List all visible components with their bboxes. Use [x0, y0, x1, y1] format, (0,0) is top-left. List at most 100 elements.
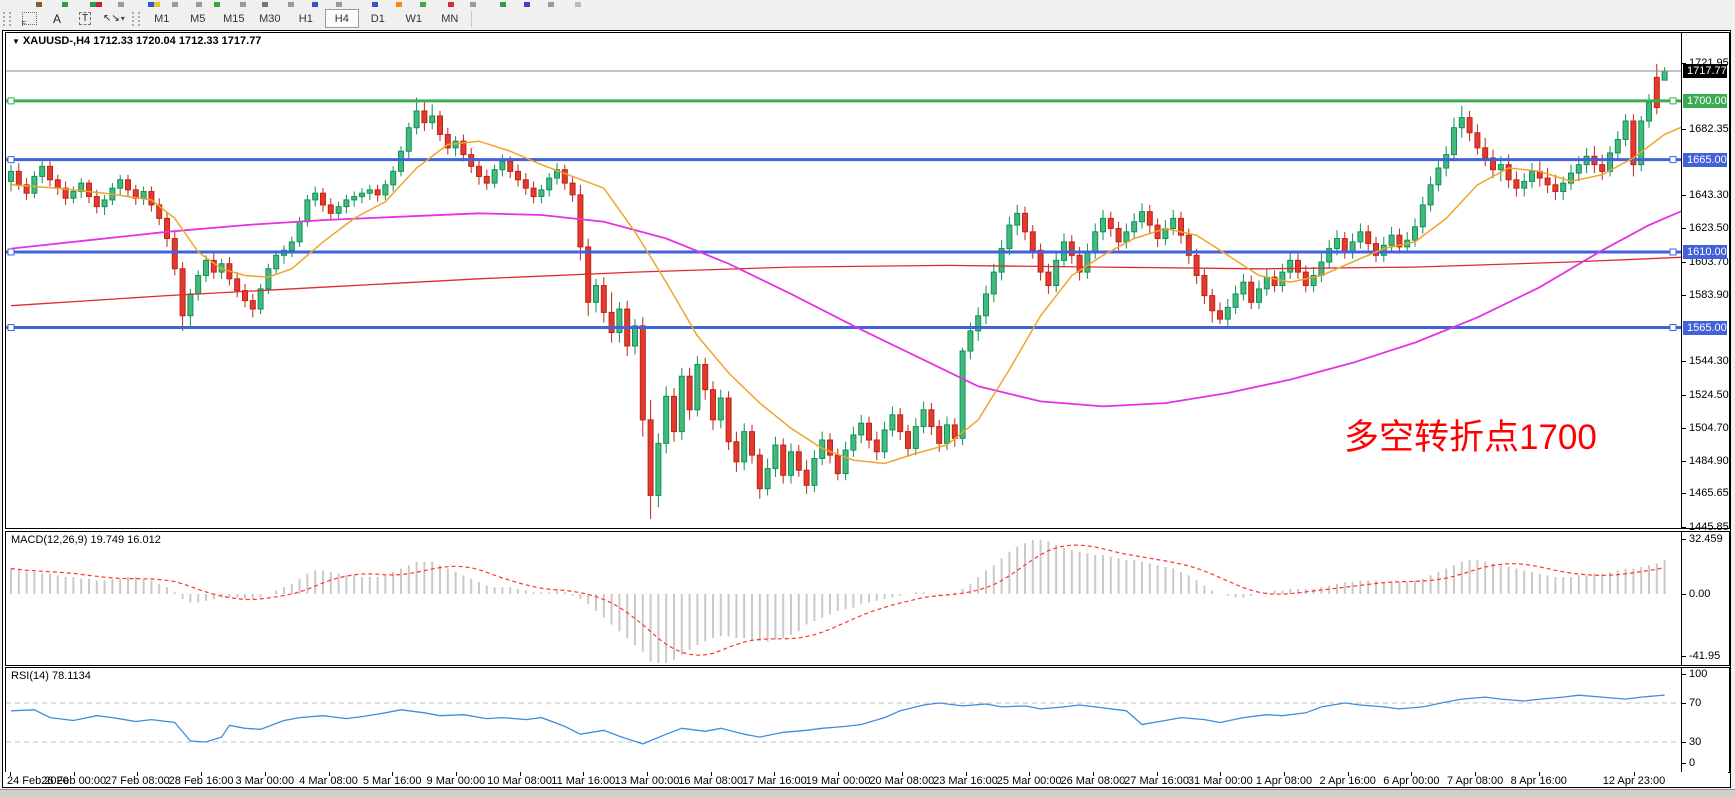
macd-label: MACD(12,26,9) 19.749 16.012 [11, 534, 161, 546]
time-label: 5 Mar 16:00 [362, 775, 422, 787]
time-label: 11 Mar 16:00 [551, 775, 616, 787]
time-tick [1156, 772, 1158, 776]
toolbar: F A T ↖↘ ▾ M1 M5 M15 M30 H1 H4 D1 W1 MN [0, 8, 1735, 29]
time-label: 1 Apr 08:00 [1255, 775, 1313, 787]
price-tick: 1583.90 [1682, 289, 1729, 302]
price-tick: 1504.70 [1682, 422, 1729, 435]
toolbar-icon-fragment [148, 2, 154, 7]
price-tick: 1682.35 [1682, 123, 1729, 136]
timeframe-button-m15[interactable]: M15 [223, 12, 245, 25]
time-label: 17 Mar 16:00 [741, 775, 807, 787]
time-label: 28 Feb 16:00 [168, 775, 234, 787]
time-label: 3 Mar 00:00 [235, 775, 295, 787]
toolbar-drag-handle[interactable] [3, 11, 11, 26]
hline-price-label: 1700.00 [1683, 93, 1727, 108]
time-tick [392, 772, 394, 776]
text-label-button[interactable]: A [45, 10, 69, 27]
toolbar-icon-fragment [262, 2, 268, 7]
time-tick [73, 772, 75, 776]
timeframe-button-h1[interactable]: H1 [298, 12, 313, 25]
price-axis[interactable]: 1721.95 1682.35 1643.30 1623.50 1603.70 1583.… [1681, 33, 1729, 533]
toolbar-icon-fragment [62, 2, 68, 7]
time-tick [1220, 772, 1222, 776]
grid-icon: F [21, 12, 37, 28]
price-tick: 1623.50 [1682, 222, 1729, 235]
time-label: 6 Apr 00:00 [1383, 775, 1440, 787]
rsi-tick: 100 [1682, 668, 1728, 681]
text-box-button[interactable]: T [73, 10, 97, 27]
symbol-dropdown-icon[interactable]: ▼ [12, 37, 20, 46]
time-tick [1284, 772, 1285, 776]
arrows-tool-button[interactable]: ↖↘ ▾ [101, 10, 127, 27]
time-tick [201, 772, 203, 776]
macd-indicator-pane[interactable]: MACD(12,26,9) 19.749 16.012 32.459 0.00 -4… [5, 531, 1730, 666]
time-tick [1092, 772, 1094, 776]
time-tick [965, 772, 967, 776]
toolbar-icon-fragment [500, 2, 506, 7]
toolbar-icon-fragment [36, 2, 42, 7]
hline-price-label: 1610.00 [1683, 244, 1727, 259]
toolbar-icon-fragment [548, 2, 554, 7]
time-tick [901, 772, 903, 776]
time-tick [1475, 772, 1477, 776]
time-tick [137, 772, 139, 776]
dropdown-caret-icon: ▾ [120, 14, 125, 23]
rsi-tick: 0 [1682, 757, 1728, 770]
time-tick [583, 772, 585, 776]
time-label: 25 Mar 00:00 [996, 775, 1062, 787]
time-axis[interactable]: 24 Feb 2020 26 Feb 00:00 27 Feb 08:00 28 Fe… [5, 772, 1728, 787]
time-tick [1347, 772, 1349, 776]
timeframe-button-m5[interactable]: M5 [190, 12, 206, 25]
time-label: 13 Mar 00:00 [614, 775, 680, 787]
rsi-tick: 70 [1682, 697, 1728, 710]
price-tick: 1524.50 [1682, 389, 1729, 402]
macd-tick: 32.459 [1682, 533, 1728, 546]
macd-axis[interactable]: 32.459 0.00 -41.95 [1681, 532, 1728, 665]
price-chart-pane[interactable]: ▼ XAUUSD-,H4 1712.33 1720.04 1712.33 1717… [5, 32, 1730, 533]
time-label: 9 Mar 00:00 [426, 775, 486, 787]
timeframe-button-m30[interactable]: M30 [259, 12, 281, 25]
toolbar-icon-fragment [214, 2, 220, 7]
timeframe-button-w1[interactable]: W1 [405, 12, 423, 25]
timeframe-toolbar-drag-handle[interactable] [131, 11, 140, 26]
toolbar-icon-fragment [154, 2, 160, 7]
crosshair-grid-button[interactable]: F [17, 10, 41, 28]
diagonal-arrows-icon: ↖↘ [103, 13, 120, 24]
toolbar-icon-fragment [118, 2, 124, 7]
hline-price-label: 1665.00 [1683, 152, 1727, 167]
timeframe-button-mn[interactable]: MN [441, 12, 459, 25]
toolbar-icon-fragment [470, 2, 476, 7]
toolbar-icon-fragment [312, 2, 318, 7]
toolbar-icon-fragment [420, 2, 426, 7]
time-tick [519, 772, 521, 776]
rsi-axis[interactable]: 100 70 30 0 [1681, 668, 1728, 772]
toolbar-icon-fragment [524, 2, 530, 7]
time-label: 8 Apr 16:00 [1510, 775, 1567, 787]
candlestick-plot[interactable] [6, 33, 1681, 526]
time-label: 24 Feb 2020 [7, 775, 69, 787]
status-bar [0, 789, 1735, 798]
time-label: 16 Mar 08:00 [678, 775, 744, 787]
price-tick: 1484.90 [1682, 455, 1729, 468]
toolbar-icon-fragment [196, 2, 202, 7]
toolbar-icon-fragment [575, 2, 581, 7]
rsi-indicator-pane[interactable]: RSI(14) 78.1134 100 70 30 0 [5, 667, 1730, 773]
time-tick [328, 772, 330, 776]
symbol-ohlc-readout[interactable]: ▼ XAUUSD-,H4 1712.33 1720.04 1712.33 1717… [12, 35, 261, 47]
toolbar-icon-fragment [396, 2, 402, 7]
price-tick: 1643.30 [1682, 189, 1729, 202]
toolbar-icon-fragment [172, 2, 178, 7]
time-tick [1029, 772, 1031, 776]
time-tick [10, 772, 11, 776]
time-label: 26 Mar 08:00 [1060, 775, 1126, 787]
time-tick [647, 772, 648, 776]
timeframe-button-m1[interactable]: M1 [154, 12, 170, 25]
rsi-plot[interactable] [6, 668, 1681, 770]
macd-tick: 0.00 [1682, 588, 1728, 601]
price-tick: 1465.65 [1682, 487, 1729, 500]
timeframe-button-d1[interactable]: D1 [370, 12, 385, 25]
macd-plot[interactable] [6, 532, 1681, 663]
toolbar-icon-fragment [288, 2, 294, 7]
time-label: 27 Mar 16:00 [1124, 775, 1190, 787]
timeframe-button-h4[interactable]: H4 [324, 9, 359, 28]
